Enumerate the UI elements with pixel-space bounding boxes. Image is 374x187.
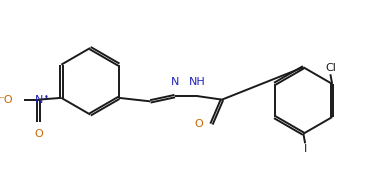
Text: ⁻O: ⁻O [0,95,12,105]
Text: I: I [304,144,307,154]
Text: •: • [44,93,49,102]
Text: N: N [171,77,179,87]
Text: NH: NH [189,77,206,87]
Text: N: N [34,95,43,105]
Text: O: O [194,119,203,129]
Text: Cl: Cl [325,63,336,73]
Text: O: O [34,129,43,139]
